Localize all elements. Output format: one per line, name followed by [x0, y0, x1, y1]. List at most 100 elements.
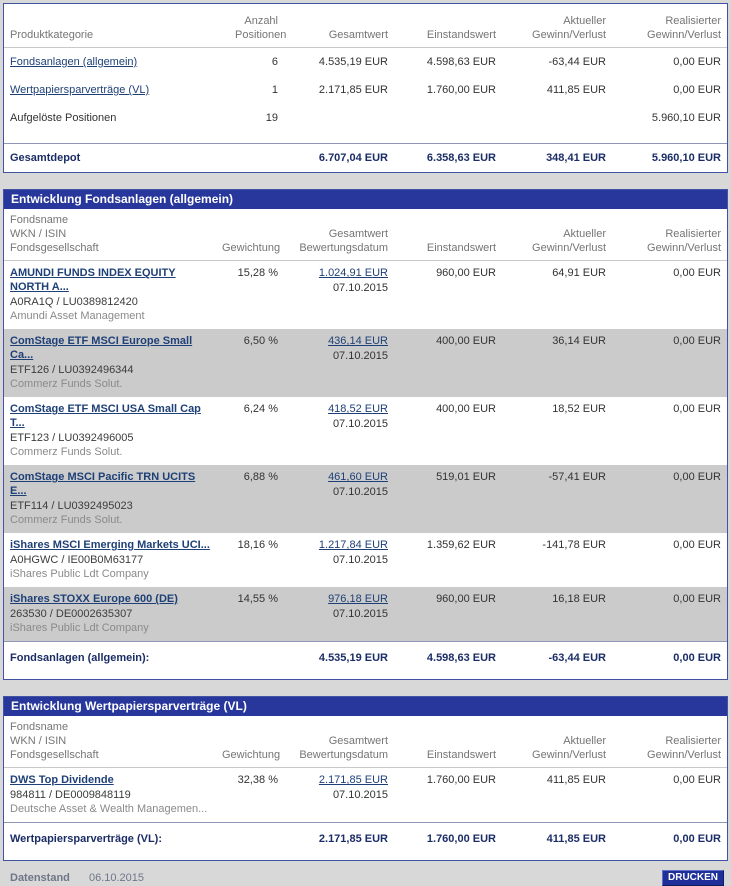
positions-count: 19	[265, 112, 278, 124]
fund-name-link[interactable]: iShares STOXX Europe 600 (DE)	[10, 593, 178, 605]
fund-company: Deutsche Asset & Wealth Managemen...	[10, 803, 208, 815]
header-line: Gewinn/Verlust	[647, 29, 721, 41]
fund-cost: 1.760,00 EUR	[426, 774, 496, 786]
fund-current-pl: 36,14 EUR	[552, 335, 606, 347]
fund-name-link[interactable]: ComStage MSCI Pacific TRN UCITS E...	[10, 471, 196, 497]
header-line: Anzahl	[244, 15, 278, 27]
cost-value: 1.760,00 EUR	[426, 84, 496, 96]
total-value: 6.707,04 EUR	[284, 143, 394, 172]
section-total-row: Wertpapiersparverträge (VL): 2.171,85 EU…	[4, 822, 727, 860]
fund-cost: 960,00 EUR	[436, 267, 496, 279]
fund-value-date: 07.10.2015	[332, 418, 388, 430]
datenstand: Datenstand 06.10.2015	[10, 872, 144, 884]
column-header-aktueller-gewinn-verlust: Aktueller Gewinn/Verlust	[502, 716, 612, 768]
total-value: 4.535,19 EUR	[318, 56, 388, 68]
header-line: Fondsgesellschaft	[10, 749, 99, 761]
section-title-vl: Entwicklung Wertpapiersparverträge (VL)	[4, 697, 727, 716]
section-total-realized-pl: 0,00 EUR	[612, 822, 727, 860]
fund-current-pl: 64,91 EUR	[552, 267, 606, 279]
fund-weight: 32,38 %	[237, 774, 278, 786]
summary-row-wertpapiersparvertraege: Wertpapiersparverträge (VL) 1 2.171,85 E…	[4, 76, 727, 104]
section-total-label: Fondsanlagen (allgemein):	[4, 641, 284, 679]
fund-row: iShares STOXX Europe 600 (DE) 263530 / D…	[4, 587, 727, 642]
datenstand-label: Datenstand	[10, 872, 70, 884]
total-value: 2.171,85 EUR	[318, 84, 388, 96]
fund-value-link[interactable]: 418,52 EUR	[328, 403, 388, 415]
fund-name-link[interactable]: ComStage ETF MSCI USA Small Cap T...	[10, 403, 201, 429]
category-label: Aufgelöste Positionen	[10, 112, 117, 124]
fund-value-date: 07.10.2015	[332, 486, 388, 498]
fund-current-pl: 16,18 EUR	[552, 593, 606, 605]
section-total-current-pl: 411,85 EUR	[502, 822, 612, 860]
column-header-gewichtung: Gewichtung	[216, 716, 284, 768]
header-line: Realisierter	[665, 15, 721, 27]
vl-section-panel: Entwicklung Wertpapiersparverträge (VL) …	[3, 696, 728, 861]
fund-value-link[interactable]: 1.024,91 EUR	[318, 267, 388, 279]
fund-current-pl: -57,41 EUR	[548, 471, 606, 483]
fund-name-link[interactable]: DWS Top Dividende	[10, 774, 114, 786]
fund-realized-pl: 0,00 EUR	[673, 471, 721, 483]
column-header-einstandswert: Einstandswert	[394, 209, 502, 261]
header-line: Bewertungsdatum	[299, 749, 388, 761]
gesamtdepot-label: Gesamtdepot	[4, 143, 229, 172]
realized-pl-value: 0,00 EUR	[673, 56, 721, 68]
drucken-button[interactable]: DRUCKEN	[662, 870, 724, 886]
section-title-fondsanlagen: Entwicklung Fondsanlagen (allgemein)	[4, 190, 727, 209]
fund-value-link[interactable]: 976,18 EUR	[328, 593, 388, 605]
cost-value	[394, 104, 502, 144]
current-pl-value: 348,41 EUR	[502, 143, 612, 172]
current-pl-value: -63,44 EUR	[548, 56, 606, 68]
header-line: Gewinn/Verlust	[647, 749, 721, 761]
fund-weight: 6,50 %	[243, 335, 278, 347]
column-header-realisierter-gewinn-verlust: Realisierter Gewinn/Verlust	[612, 4, 727, 48]
fund-company: Amundi Asset Management	[10, 310, 145, 322]
fund-value-link[interactable]: 436,14 EUR	[328, 335, 388, 347]
fund-company: Commerz Funds Solut.	[10, 446, 123, 458]
header-line: Aktueller	[563, 15, 606, 27]
current-pl-value	[502, 104, 612, 144]
fund-value-link[interactable]: 2.171,85 EUR	[318, 774, 388, 786]
fund-wkn-isin: A0HGWC / IE00B0M63177	[10, 554, 144, 566]
positions-count	[229, 143, 284, 172]
fund-value-date: 07.10.2015	[332, 608, 388, 620]
fund-value-date: 07.10.2015	[332, 789, 388, 801]
fund-wkn-isin: ETF126 / LU0392496344	[10, 364, 134, 376]
fund-value-link[interactable]: 1.217,84 EUR	[318, 539, 388, 551]
fund-realized-pl: 0,00 EUR	[673, 403, 721, 415]
header-line: Positionen	[235, 29, 287, 41]
section-header-row: Fondsname WKN / ISIN Fondsgesellschaft G…	[4, 209, 727, 261]
fund-realized-pl: 0,00 EUR	[673, 539, 721, 551]
column-header-einstandswert: Einstandswert	[394, 4, 502, 48]
fund-wkn-isin: 263530 / DE0002635307	[10, 608, 133, 620]
summary-table: Produktkategorie Anzahl Positionen Gesam…	[4, 4, 727, 172]
fund-company: Commerz Funds Solut.	[10, 378, 123, 390]
fund-value-link[interactable]: 461,60 EUR	[328, 471, 388, 483]
column-header-aktueller-gewinn-verlust: Aktueller Gewinn/Verlust	[502, 209, 612, 261]
section-total-current-pl: -63,44 EUR	[502, 641, 612, 679]
fund-value-date: 07.10.2015	[332, 350, 388, 362]
column-header-realisierter-gewinn-verlust: Realisierter Gewinn/Verlust	[612, 716, 727, 768]
column-header-aktueller-gewinn-verlust: Aktueller Gewinn/Verlust	[502, 4, 612, 48]
category-link-fondsanlagen[interactable]: Fondsanlagen (allgemein)	[10, 56, 138, 68]
fund-weight: 14,55 %	[237, 593, 278, 605]
category-link-wertpapiersparvertraege[interactable]: Wertpapiersparverträge (VL)	[10, 84, 150, 96]
header-line: Aktueller	[563, 735, 606, 747]
header-line: Realisierter	[665, 735, 721, 747]
column-header-gesamtwert-bewertungsdatum: Gesamtwert Bewertungsdatum	[284, 209, 394, 261]
section-total-label: Wertpapiersparverträge (VL):	[4, 822, 284, 860]
header-line: Bewertungsdatum	[299, 242, 388, 254]
fund-weight: 6,88 %	[243, 471, 278, 483]
section-total-row: Fondsanlagen (allgemein): 4.535,19 EUR 4…	[4, 641, 727, 679]
current-pl-value: 411,85 EUR	[546, 84, 606, 96]
header-line: Gesamtwert	[328, 735, 388, 747]
fund-wkn-isin: ETF114 / LU0392495023	[10, 500, 133, 512]
section-total-value: 2.171,85 EUR	[284, 822, 394, 860]
header-line: Fondsname	[10, 721, 69, 733]
header-line: Gewinn/Verlust	[532, 242, 606, 254]
datenstand-value: 06.10.2015	[88, 872, 145, 884]
fund-name-link[interactable]: ComStage ETF MSCI Europe Small Ca...	[10, 335, 193, 361]
fund-name-link[interactable]: AMUNDI FUNDS INDEX EQUITY NORTH A...	[10, 267, 176, 293]
fund-name-link[interactable]: iShares MSCI Emerging Markets UCI...	[10, 539, 210, 551]
header-line: Aktueller	[563, 228, 606, 240]
fund-row: ComStage MSCI Pacific TRN UCITS E... ETF…	[4, 465, 727, 533]
